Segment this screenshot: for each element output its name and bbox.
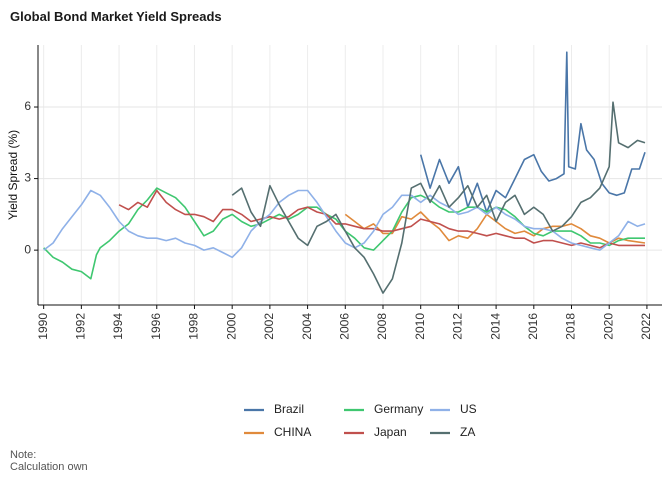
caption-note: Note: [10, 449, 37, 461]
series-line-germany [43, 187, 645, 280]
axes [37, 45, 662, 306]
x-tick-label: 2006 [337, 313, 351, 340]
x-tick-label: 1992 [74, 313, 88, 340]
y-axis-label: Yield Spread (%) [6, 130, 20, 220]
x-tick-label: 2018 [564, 313, 578, 340]
x-tick-label: 2000 [224, 313, 238, 340]
x-tick-label: 1998 [187, 313, 201, 340]
series-line-us [43, 189, 646, 259]
series-line-za [231, 101, 646, 294]
x-tick-label: 1990 [36, 313, 50, 340]
legend-item-germany: Germany [344, 402, 423, 416]
series-line-japan [118, 189, 645, 249]
grid-lines [38, 45, 662, 305]
legend-label: Japan [374, 425, 407, 439]
x-tick-label: 2020 [601, 313, 615, 340]
series-line-brazil [419, 51, 646, 213]
x-tick-label: 1994 [111, 313, 125, 340]
y-tick-label: 0 [24, 242, 31, 256]
chart-caption: Note: Calculation own [10, 449, 88, 473]
y-tick-label: 3 [24, 171, 31, 185]
legend-item-china: CHINA [244, 425, 311, 439]
caption-source: Calculation own [10, 461, 88, 473]
x-tick-label: 2022 [639, 313, 653, 340]
legend-label: ZA [460, 425, 475, 439]
legend-item-japan: Japan [344, 425, 407, 439]
x-tick-label: 2016 [526, 313, 540, 340]
legend-label: US [460, 402, 477, 416]
legend: Brazil CHINA Germany Japan US ZA [244, 402, 477, 439]
y-tick-label: 6 [24, 99, 31, 113]
legend-item-brazil: Brazil [244, 402, 304, 416]
legend-item-za: ZA [430, 425, 475, 439]
x-tick-label: 2008 [375, 313, 389, 340]
tick-layer: 1990 1992 1994 1996 1998 2000 2002 2004 2006 2008… [24, 99, 653, 340]
x-tick-label: 2014 [488, 313, 502, 340]
legend-label: CHINA [274, 425, 311, 439]
chart-title: Global Bond Market Yield Spreads [10, 9, 222, 24]
x-tick-label: 2004 [300, 313, 314, 340]
x-tick-label: 2010 [413, 313, 427, 340]
series-layer [43, 51, 646, 294]
legend-item-us: US [430, 402, 477, 416]
legend-label: Germany [374, 402, 423, 416]
x-tick-label: 1996 [149, 313, 163, 340]
x-tick-label: 2002 [262, 313, 276, 340]
legend-label: Brazil [274, 402, 304, 416]
x-tick-label: 2012 [451, 313, 465, 340]
